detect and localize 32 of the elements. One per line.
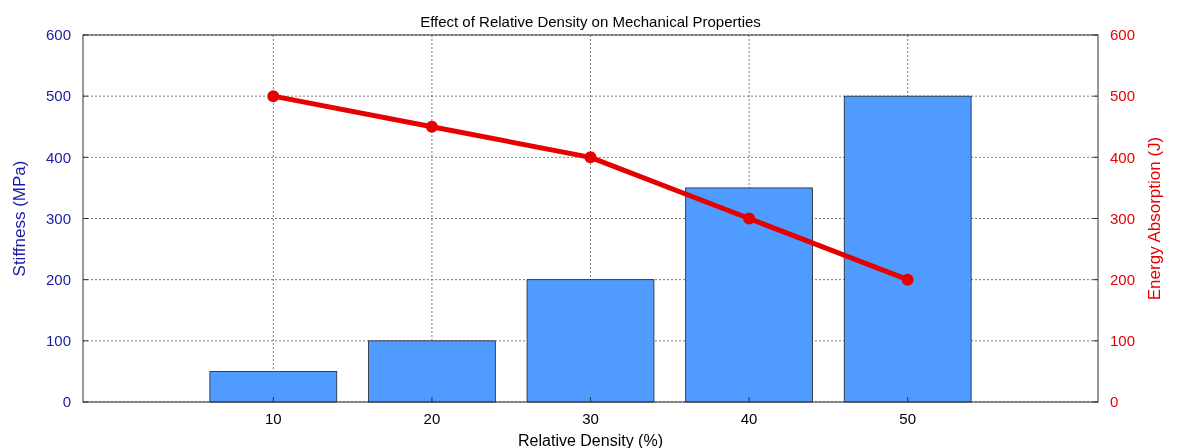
y2-tick-label: 100 — [1110, 332, 1136, 350]
y-tick-label: 200 — [45, 270, 71, 288]
x-tick-label: 40 — [740, 410, 758, 427]
x-tick-label: 50 — [899, 410, 917, 427]
bar — [526, 279, 655, 403]
y-tick-label: 600 — [45, 26, 71, 44]
x-tick-label: 30 — [582, 410, 599, 427]
bar — [368, 340, 496, 403]
y2-tick-label: 500 — [1110, 87, 1136, 105]
y-axis-title: Stiffness (MPa) — [10, 160, 29, 277]
y-tick-label: 500 — [45, 87, 71, 105]
y-tick-label: 300 — [45, 209, 71, 227]
y2-axis-title: Energy Absorption (J) — [1145, 136, 1164, 301]
y-tick-label: 0 — [62, 393, 71, 411]
chart-title: Effect of Relative Density on Mechanical Properties — [420, 13, 761, 30]
bar — [209, 371, 338, 403]
x-tick-label: 10 — [264, 410, 282, 427]
x-tick-label: 20 — [423, 410, 441, 427]
point — [743, 212, 756, 225]
point — [267, 90, 280, 103]
y2-tick-label: 400 — [1110, 148, 1136, 166]
y2-tick-label: 200 — [1110, 270, 1136, 288]
y-tick-label: 400 — [45, 148, 71, 166]
y-tick-label: 100 — [45, 332, 71, 350]
y2-tick-label: 0 — [1110, 393, 1119, 411]
point — [584, 151, 597, 164]
point — [425, 120, 438, 133]
bar — [843, 95, 972, 403]
bar — [685, 187, 813, 403]
point — [901, 273, 914, 286]
y2-tick-label: 600 — [1110, 26, 1136, 44]
y2-tick-label: 300 — [1110, 209, 1136, 227]
